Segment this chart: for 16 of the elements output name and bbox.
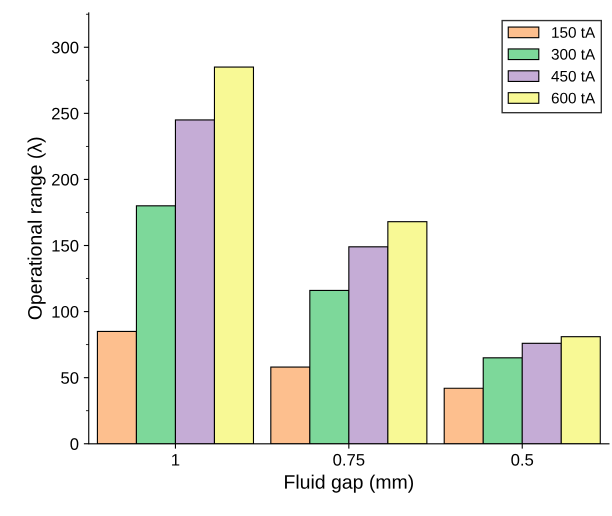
legend-label: 450 tA — [551, 70, 596, 82]
y-tick-label: 250 — [52, 108, 78, 120]
x-axis-title: Fluid gap (mm) — [285, 474, 414, 493]
y-tick-label: 150 — [52, 240, 78, 252]
y-tick-label: 100 — [52, 306, 78, 318]
legend-label: 300 tA — [552, 48, 596, 60]
x-tick-label: 0.75 — [333, 454, 364, 466]
y-tick-label: 50 — [61, 372, 78, 384]
y-tick-label: 200 — [52, 174, 78, 186]
y-axis-title: Operational range (λ) — [28, 138, 46, 320]
y-tick-label: 0 — [70, 438, 78, 450]
x-tick-label: 0.5 — [511, 454, 534, 466]
legend-label: 600 tA — [552, 92, 596, 104]
y-tick-label: 300 — [52, 42, 78, 54]
legend-label: 150 tA — [552, 27, 596, 38]
x-tick-label: 1 — [172, 454, 180, 466]
